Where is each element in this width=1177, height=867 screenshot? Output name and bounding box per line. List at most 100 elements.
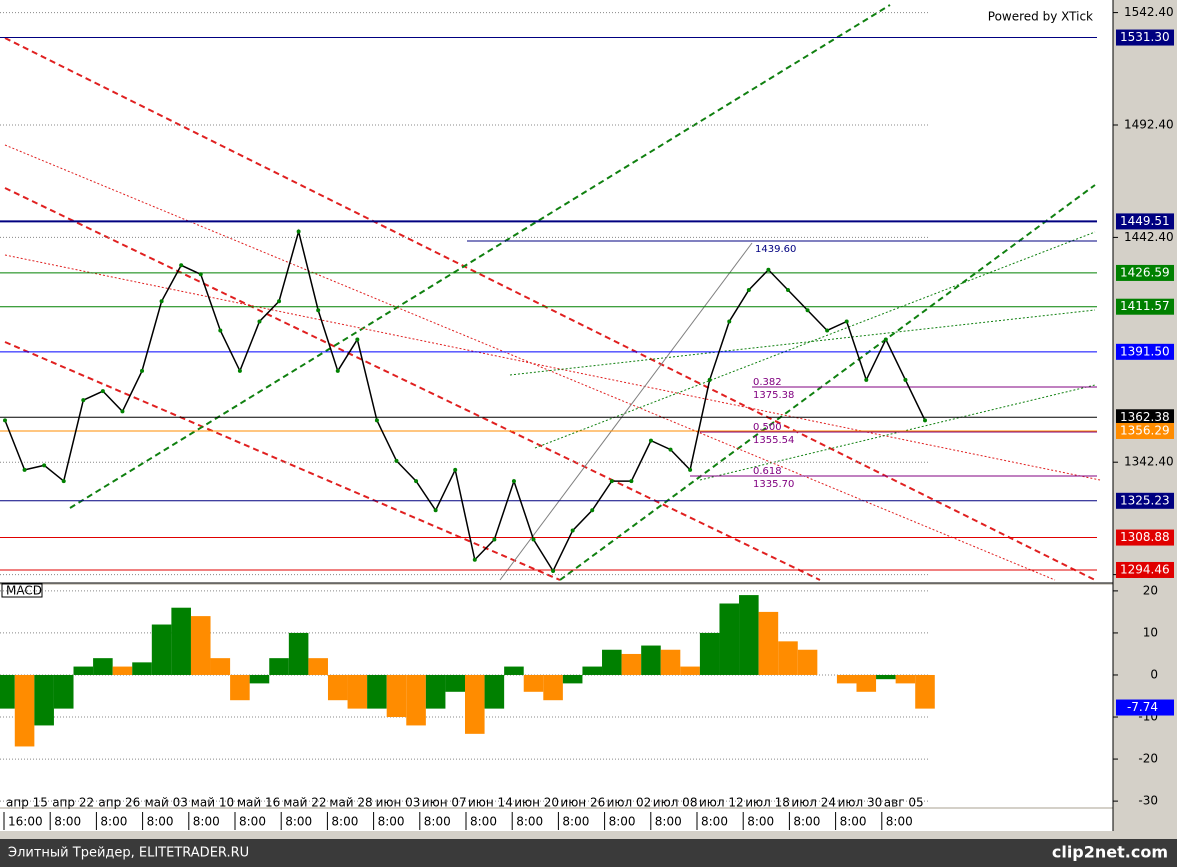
level-label: 1426.59 xyxy=(1120,265,1170,279)
fib-label: 0.382 xyxy=(753,377,782,388)
macd-bar xyxy=(347,674,368,709)
price-point xyxy=(570,528,575,533)
y-tick-label: 10 xyxy=(1143,625,1158,639)
price-point xyxy=(648,438,653,443)
price-point xyxy=(805,308,810,313)
macd-bar xyxy=(641,645,661,675)
time-label: 16:00 xyxy=(8,815,43,829)
time-label: 8:00 xyxy=(100,815,127,829)
trendlines xyxy=(4,4,1096,581)
macd-bar xyxy=(112,666,133,675)
level-box xyxy=(1116,529,1174,546)
date-label: апр 15 xyxy=(6,796,48,810)
price-point xyxy=(374,418,379,423)
price-point xyxy=(335,368,340,373)
time-label: 8:00 xyxy=(516,815,543,829)
date-label: май 03 xyxy=(145,796,188,810)
price-point xyxy=(433,508,438,513)
macd-bar xyxy=(543,674,563,701)
date-label: апр 26 xyxy=(98,796,140,810)
price-point xyxy=(100,389,105,394)
macd-bar xyxy=(190,616,211,675)
macd-bar xyxy=(132,662,152,675)
y-tick-label: -20 xyxy=(1138,752,1158,766)
y-tick-label: 1542.40 xyxy=(1124,5,1174,19)
y-tick-label: 0 xyxy=(1150,667,1158,681)
date-label: июл 12 xyxy=(699,796,744,810)
date-label: июл 30 xyxy=(838,796,883,810)
date-label: июл 24 xyxy=(791,796,836,810)
macd-bar xyxy=(269,658,289,675)
time-label: 8:00 xyxy=(886,815,913,829)
price-point xyxy=(394,458,399,463)
level-label: 1449.51 xyxy=(1120,214,1170,228)
macd-bar xyxy=(778,641,798,675)
footer-left: Элитный Трейдер, ELITETRADER.RU xyxy=(8,846,249,861)
price-panel xyxy=(0,0,1113,583)
macd-bar xyxy=(230,674,250,701)
price-point xyxy=(766,267,771,272)
price-point xyxy=(453,467,458,472)
price-point xyxy=(531,537,536,542)
time-label: 8:00 xyxy=(655,815,682,829)
time-axis xyxy=(0,809,1113,831)
macd-last-label: -7.74 xyxy=(1127,700,1158,714)
time-label: 8:00 xyxy=(701,815,728,829)
time-label: 8:00 xyxy=(331,815,358,829)
price-point xyxy=(316,308,321,313)
macd-bar xyxy=(445,674,465,692)
price-point xyxy=(844,319,849,324)
price-point xyxy=(218,328,223,333)
macd-bar xyxy=(425,674,446,709)
fib-label: 1375.38 xyxy=(753,390,794,401)
price-point xyxy=(864,377,869,382)
macd-bar xyxy=(34,674,54,726)
macd-bar xyxy=(876,674,896,680)
level-box xyxy=(1116,298,1174,315)
fib-label: 0.500 xyxy=(753,422,782,433)
level-box xyxy=(1116,213,1174,230)
date-label: июн 14 xyxy=(468,796,513,810)
macd-bar xyxy=(288,632,309,675)
price-point xyxy=(296,229,301,234)
macd-bar xyxy=(249,674,270,684)
footer-right: clip2net.com xyxy=(1052,843,1168,862)
price-point xyxy=(883,337,888,342)
macd-bar xyxy=(151,624,172,675)
price-point xyxy=(727,319,732,324)
price-point xyxy=(551,569,556,574)
price-point xyxy=(785,288,790,292)
price-point xyxy=(688,467,693,472)
macd-bar xyxy=(582,666,603,675)
macd-bar xyxy=(660,649,681,675)
price-point xyxy=(511,479,516,484)
time-label: 8:00 xyxy=(424,815,451,829)
level-label: 1531.30 xyxy=(1120,30,1170,44)
macd-bar xyxy=(93,658,113,675)
date-label: июл 18 xyxy=(745,796,790,810)
date-label: июл 02 xyxy=(607,796,652,810)
fib-label: 1335.70 xyxy=(753,479,794,490)
macd-bar xyxy=(856,674,877,692)
macd-bar xyxy=(758,611,779,675)
price-point xyxy=(237,368,242,373)
macd-bar xyxy=(719,603,740,675)
y-tick-label: 1442.40 xyxy=(1124,230,1174,244)
level-box xyxy=(1116,264,1174,281)
time-label: 8:00 xyxy=(470,815,497,829)
time-label: 8:00 xyxy=(793,815,820,829)
time-label: 8:00 xyxy=(609,815,636,829)
price-point xyxy=(746,288,751,292)
macd-bar xyxy=(14,674,35,747)
time-label: 8:00 xyxy=(840,815,867,829)
macd-bar xyxy=(523,674,544,692)
macd-bar xyxy=(53,674,74,709)
level-label: 1325.23 xyxy=(1120,493,1170,507)
y-tick-label: -30 xyxy=(1138,794,1158,808)
macd-bar xyxy=(602,649,622,675)
macd-bar xyxy=(308,658,328,675)
fib-label: 0.618 xyxy=(753,466,782,477)
date-label: май 10 xyxy=(191,796,234,810)
fib-label: 1439.60 xyxy=(755,244,796,255)
